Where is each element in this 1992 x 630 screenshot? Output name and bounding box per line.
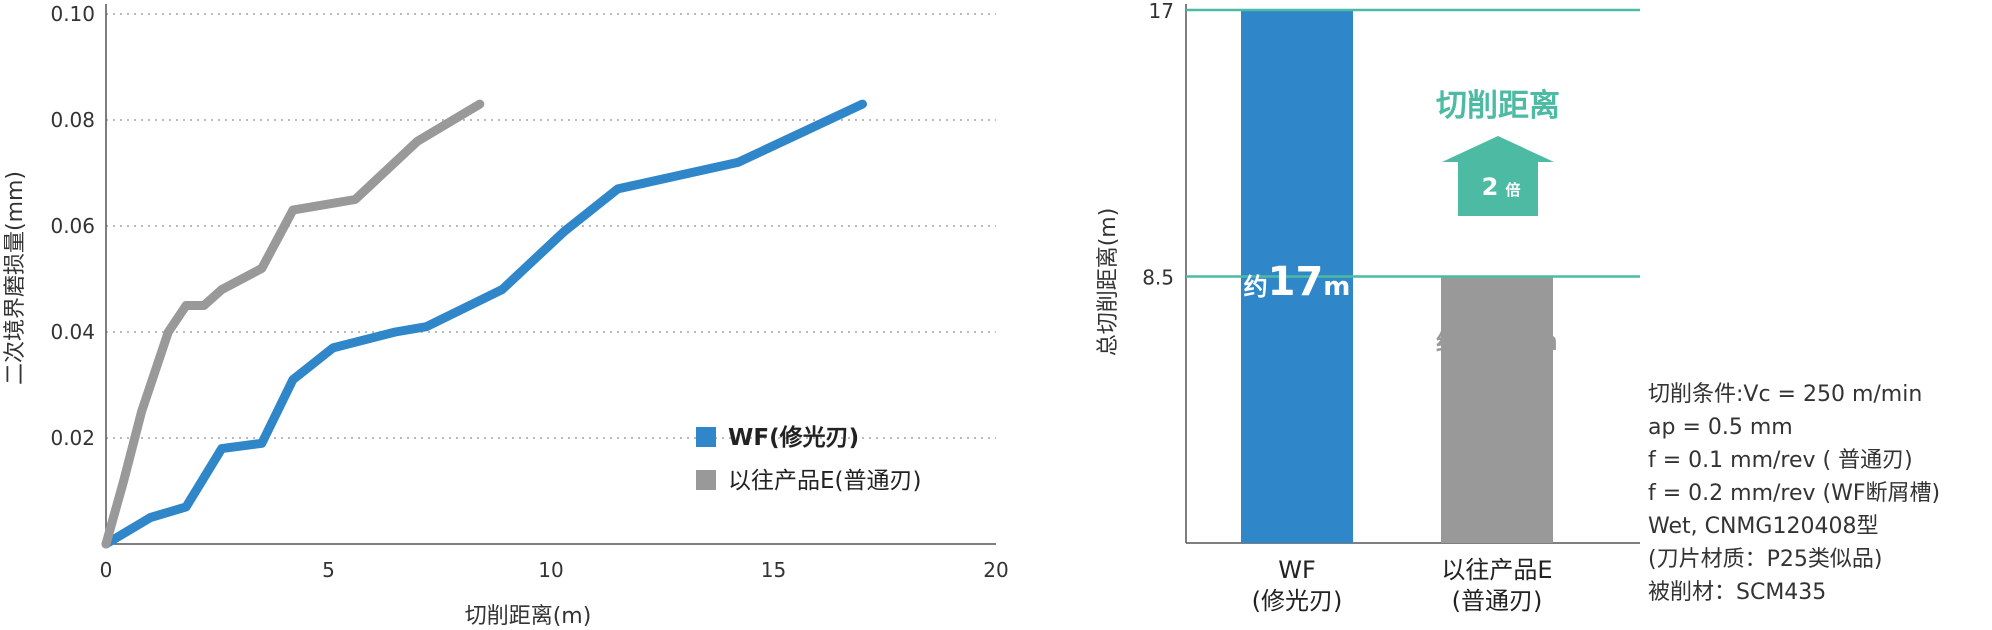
legend-swatch-wf [696,427,716,447]
legend-swatch-conventional [696,470,716,490]
bar-chart-reference-lines [1186,8,1640,278]
ratio-annotation-value: 2 [1482,173,1499,201]
bar-chart-value-labels: 约17m 约8.5m [1244,259,1558,360]
condition-line: 切削条件:Vc = 250 m/min [1648,382,1923,407]
bar-category-sublabel: (修光刃) [1252,587,1343,615]
bar-category-sublabel: (普通刃) [1452,587,1543,615]
y-tick-label: 0.08 [50,108,95,132]
bar-y-tick-label: 8.5 [1142,266,1174,290]
condition-line: 被削材：SCM435 [1648,580,1827,605]
y-tick-label: 0.06 [50,214,95,238]
line-chart-series [101,99,867,549]
bar-category-label: 以往产品E [1441,556,1552,584]
bar-conventional [1441,276,1553,543]
x-tick-label: 10 [538,558,563,582]
condition-line: ap = 0.5 mm [1648,415,1793,440]
line-chart-legend: WF(修光刃) 以往产品E(普通刃) [696,424,921,494]
bar-category-label: WF [1278,556,1316,584]
x-tick-label: 15 [761,558,786,582]
condition-line: f = 0.2 mm/rev (WF断屑槽) [1648,481,1941,506]
series-line-wf [101,99,867,549]
condition-line: Wet, CNMG120408型 [1648,514,1879,539]
ratio-annotation-title: 切削距离 [1436,88,1560,124]
y-tick-label: 0.10 [50,2,95,26]
condition-line: (刀片材质：P25类似品) [1648,547,1883,572]
bar-value-label: 约8.5m [1436,314,1558,360]
ratio-annotation-unit: 倍 [1505,181,1520,199]
line-chart-x-ticks: 0 5 10 15 20 [100,558,1009,582]
bar-y-tick-label: 17 [1149,0,1174,23]
line-chart-y-ticks: 0.02 0.04 0.06 0.08 0.10 [50,2,95,450]
y-tick-label: 0.04 [50,320,95,344]
ratio-up-arrow-icon [1442,136,1554,216]
bar-chart-categories: WF (修光刃) 以往产品E (普通刃) [1252,556,1553,615]
x-tick-label: 5 [322,558,335,582]
bar-chart-y-label: 总切削距离(m) [1096,208,1121,357]
line-chart-y-label: 二次境界磨损量(mm) [3,171,28,385]
y-tick-label: 0.02 [50,426,95,450]
cutting-conditions: 切削条件:Vc = 250 m/min ap = 0.5 mm f = 0.1 … [1648,378,1940,609]
line-chart: 0.02 0.04 0.06 0.08 0.10 0 5 10 15 20 切削距离(m) 二次… [3,2,1009,629]
line-chart-x-label: 切削距离(m) [465,604,592,629]
x-tick-label: 0 [100,558,113,582]
x-tick-label: 20 [983,558,1008,582]
line-chart-grid [106,13,996,439]
legend-label-wf: WF(修光刃) [728,424,859,451]
bar-chart-y-ticks: 178.5 [1142,0,1174,290]
series-line-conventional [101,99,485,549]
condition-line: f = 0.1 mm/rev ( 普通刃) [1648,448,1913,473]
ratio-annotation: 切削距离 2 倍 [1436,88,1560,216]
bar-value-label: 约17m [1244,259,1351,305]
legend-label-conventional: 以往产品E(普通刃) [728,468,921,494]
